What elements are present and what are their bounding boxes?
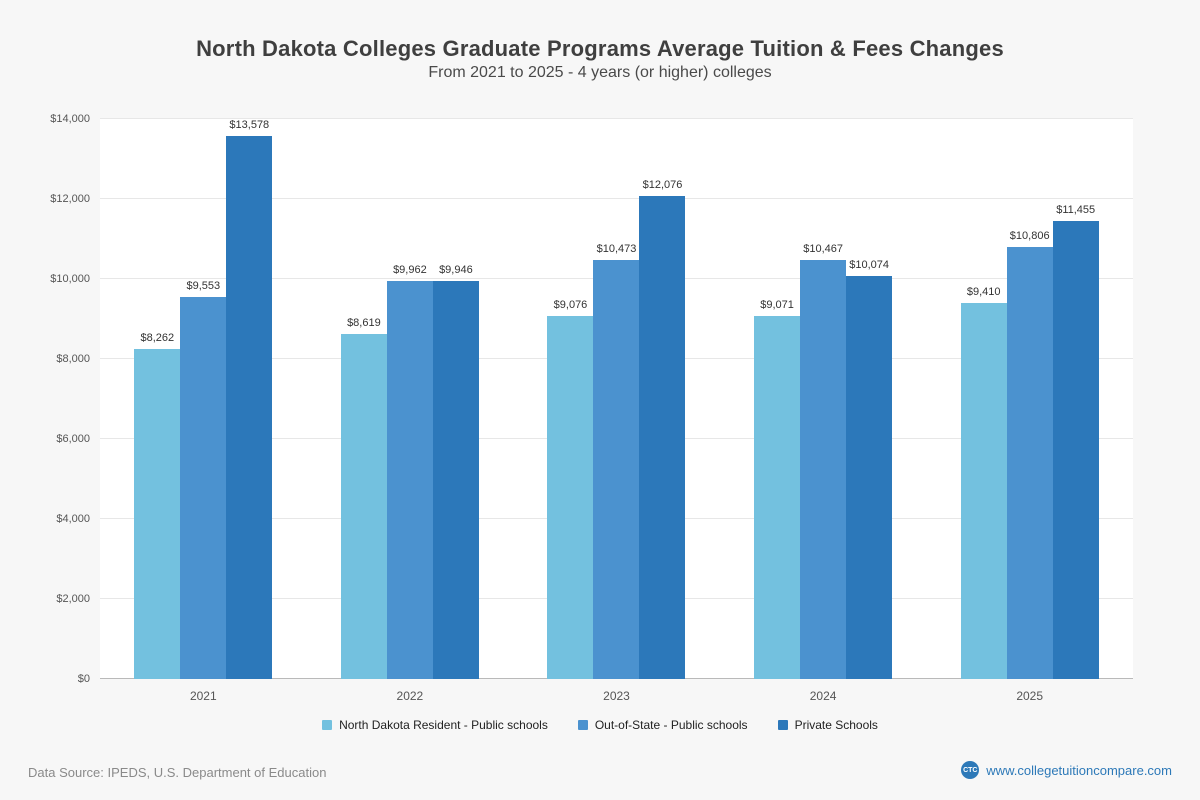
bar-value-label: $10,074 [849, 259, 889, 272]
bar-value-label: $13,578 [229, 118, 270, 131]
bar: $8,262 [134, 332, 181, 679]
bar-value-label: $9,410 [966, 285, 1001, 298]
y-axis-tick-label: $4,000 [56, 513, 90, 525]
bar-group-2024: $9,071 $10,467 $10,074 [720, 243, 927, 679]
bar-value-label: $9,946 [439, 264, 473, 277]
legend-item: Out-of-State - Public schools [577, 718, 748, 732]
data-source-note: Data Source: IPEDS, U.S. Department of E… [28, 765, 327, 780]
legend-label: Out-of-State - Public schools [594, 718, 748, 732]
legend-swatch-icon [777, 720, 788, 730]
plot-area: $0 $2,000 $4,000 $6,000 $8,000 $10,000 $12,000… [50, 113, 1133, 703]
bar: $8,619 [340, 317, 387, 679]
website-link[interactable]: CTC www.collegetuitioncompare.com [961, 761, 1172, 779]
bar: $9,076 [547, 299, 594, 679]
bar-value-label: $10,473 [596, 243, 637, 256]
bar-group-2023: $9,076 $10,473 $12,076 [513, 179, 720, 679]
bar: $9,962 [386, 264, 433, 679]
legend-item: Private Schools [777, 718, 878, 732]
gridline [100, 198, 1133, 199]
y-axis-tick-label: $2,000 [56, 593, 90, 605]
bar: $9,553 [180, 280, 227, 679]
y-axis-tick-label: $14,000 [50, 113, 90, 125]
bar-value-label: $10,806 [1009, 229, 1050, 242]
bar: $10,074 [846, 259, 893, 679]
bar-value-label: $8,262 [140, 331, 175, 344]
legend-swatch-icon [577, 720, 588, 730]
website-url: www.collegetuitioncompare.com [986, 762, 1172, 778]
y-axis-tick-label: $6,000 [56, 433, 90, 445]
chart-subtitle: From 2021 to 2025 - 4 years (or higher) … [428, 64, 772, 81]
bar-value-label: $8,619 [347, 317, 381, 330]
bar: $10,806 [1006, 230, 1053, 679]
bar-group-2022: $8,619 $9,962 $9,946 [307, 264, 514, 679]
legend-label: Private Schools [794, 718, 878, 732]
y-axis-tick-label: $0 [77, 673, 90, 685]
bar-value-label: $9,076 [553, 298, 588, 311]
bar-value-label: $10,467 [803, 243, 843, 256]
bar-group-2025: $9,410 $10,806 $11,455 [926, 204, 1133, 679]
y-axis-tick-label: $8,000 [56, 353, 90, 365]
bar: $13,578 [226, 119, 273, 679]
x-axis-tick-label: 2022 [396, 689, 424, 703]
legend-label: North Dakota Resident - Public schools [339, 718, 548, 732]
gridline [100, 118, 1133, 119]
bar: $9,946 [432, 264, 479, 679]
x-axis-tick-label: 2025 [1016, 689, 1044, 703]
legend-swatch-icon [322, 720, 333, 730]
x-axis-tick-label: 2024 [809, 689, 837, 703]
ctc-logo-icon: CTC [961, 761, 980, 779]
y-axis-tick-label: $12,000 [50, 193, 90, 205]
bar-value-label: $9,553 [186, 279, 221, 292]
bar-value-label: $12,076 [642, 178, 683, 191]
chart-title: North Dakota Colleges Graduate Programs … [196, 36, 1004, 61]
bar-value-label: $9,071 [760, 299, 794, 312]
bar-value-label: $11,455 [1056, 203, 1096, 216]
bar-value-label: $9,962 [393, 263, 427, 276]
legend-item: North Dakota Resident - Public schools [322, 718, 548, 732]
bar: $9,071 [754, 299, 801, 679]
bar: $10,467 [800, 243, 847, 679]
bar: $12,076 [639, 179, 686, 679]
y-axis-tick-label: $10,000 [50, 273, 90, 285]
x-axis-tick-label: 2023 [603, 689, 630, 703]
x-axis-tick-label: 2021 [189, 689, 217, 703]
bar: $10,473 [593, 243, 640, 679]
bar: $9,410 [960, 286, 1007, 679]
legend: North Dakota Resident - Public schools Ou… [0, 718, 1200, 732]
bar-group-2021: $8,262 $9,553 $13,578 [100, 119, 307, 679]
bar: $11,455 [1052, 204, 1099, 679]
